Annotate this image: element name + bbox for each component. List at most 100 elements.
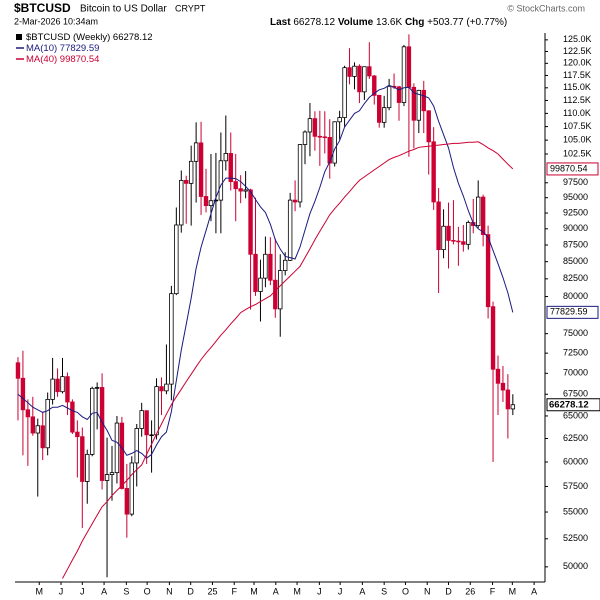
y-tick-label: 85000 — [563, 256, 588, 266]
candle-body — [282, 259, 288, 271]
candle-body — [421, 89, 426, 112]
value-box-label: 66278.12 — [549, 399, 589, 410]
y-tick-label: 65000 — [563, 410, 588, 420]
candle-body — [238, 188, 243, 192]
candle-body — [466, 222, 471, 245]
y-tick-label: 122.5K — [563, 46, 592, 56]
ma-line — [62, 141, 514, 579]
candle-body — [352, 65, 357, 77]
candle-body — [218, 160, 224, 201]
y-tick-label: 102.5K — [563, 148, 592, 158]
y-tick-label: 110.0K — [563, 108, 591, 118]
legend-name: MA(40) — [26, 54, 57, 65]
candle-body — [129, 462, 134, 515]
quote-line: Last 66278.12 Volume 13.6K Chg +503.77 (… — [270, 17, 507, 28]
candle-body — [347, 67, 352, 77]
x-tick-label: D — [445, 586, 452, 596]
candle-body — [332, 121, 337, 164]
candle-body — [431, 141, 436, 203]
candle-body — [436, 201, 441, 251]
value-box — [546, 305, 599, 319]
y-tick-label: 75000 — [563, 328, 588, 338]
y-tick-label: 87500 — [563, 239, 588, 249]
y-tick-label: 92500 — [563, 207, 588, 217]
x-tick-label: O — [144, 586, 151, 596]
candle-body — [25, 409, 31, 418]
candle-body — [179, 180, 184, 226]
y-tick-label: 112.5K — [563, 95, 591, 105]
candle-body — [461, 241, 466, 245]
candle-body — [99, 387, 105, 481]
y-tick-label: 82500 — [563, 273, 588, 283]
candle-body — [297, 144, 303, 203]
ma-line — [17, 84, 514, 459]
y-tick-label: 125.0K — [563, 34, 592, 44]
y-tick-label: 72500 — [563, 348, 588, 358]
y-tick-label: 57500 — [563, 481, 588, 491]
y-tick-label: 117.5K — [563, 70, 591, 80]
x-tick-label: O — [402, 586, 409, 596]
x-tick-label: A — [531, 586, 537, 596]
instrument-name: Bitcoin to US Dollar — [80, 4, 167, 15]
y-tick-label: 115.0K — [563, 82, 591, 92]
candle-body — [228, 153, 233, 182]
candle-body — [188, 160, 194, 184]
x-tick-label: J — [338, 586, 343, 596]
legend-value: 77829.59 — [60, 43, 100, 54]
x-tick-label: M — [293, 586, 301, 596]
volume: 13.6K — [376, 17, 402, 28]
candle-body — [302, 131, 308, 145]
candle-body — [342, 67, 347, 118]
value-box-label: 77829.59 — [550, 307, 588, 317]
candle-body — [377, 94, 382, 123]
candle-body — [149, 434, 154, 437]
credit: © StockCharts.com — [507, 3, 585, 13]
candle-body — [80, 436, 85, 482]
candle-body — [139, 410, 144, 429]
candle-body — [307, 118, 313, 133]
candle-body — [510, 404, 516, 410]
candle-body — [312, 118, 318, 137]
candle-body — [89, 387, 95, 455]
candle-body — [203, 196, 209, 207]
candle-body — [55, 378, 60, 393]
x-tick-label: J — [80, 586, 85, 596]
candle-body — [485, 234, 491, 308]
candle-body — [134, 428, 139, 464]
candle-body — [406, 46, 412, 88]
candle-body — [317, 135, 323, 138]
x-tick-label: M — [35, 586, 43, 596]
y-tick-label: 80000 — [563, 291, 588, 301]
x-tick-label: M — [509, 586, 517, 596]
candle-body — [174, 224, 179, 295]
y-tick-label: 107.5K — [563, 121, 592, 131]
x-tick-label: D — [187, 586, 194, 596]
candle-body — [75, 431, 80, 438]
candle-body — [60, 376, 65, 393]
candle-body — [213, 199, 219, 202]
candle-body — [500, 382, 506, 391]
y-tick-label: 50000 — [563, 561, 588, 571]
legend-name: $BTCUSD (Weekly) — [26, 32, 110, 43]
y-tick-label: 52500 — [563, 533, 588, 543]
candle-body — [119, 422, 125, 489]
y-tick-label: 62500 — [563, 433, 588, 443]
candle-body — [322, 136, 327, 139]
candle-body — [159, 386, 164, 392]
candle-body — [50, 378, 55, 400]
candle-body — [273, 279, 278, 310]
candle-body — [109, 472, 115, 475]
candle-body — [198, 142, 204, 197]
legend-value: 66278.12 — [113, 32, 153, 43]
candle-body — [30, 416, 36, 434]
candle-body — [114, 422, 120, 474]
x-tick-label: 25 — [207, 586, 217, 596]
candle-body — [337, 117, 342, 123]
candle-body — [124, 488, 130, 515]
candle-body — [278, 270, 283, 310]
date: 2-Mar-2026 10:34am — [14, 16, 98, 26]
candle-body — [243, 189, 248, 192]
candle-body — [372, 75, 377, 96]
